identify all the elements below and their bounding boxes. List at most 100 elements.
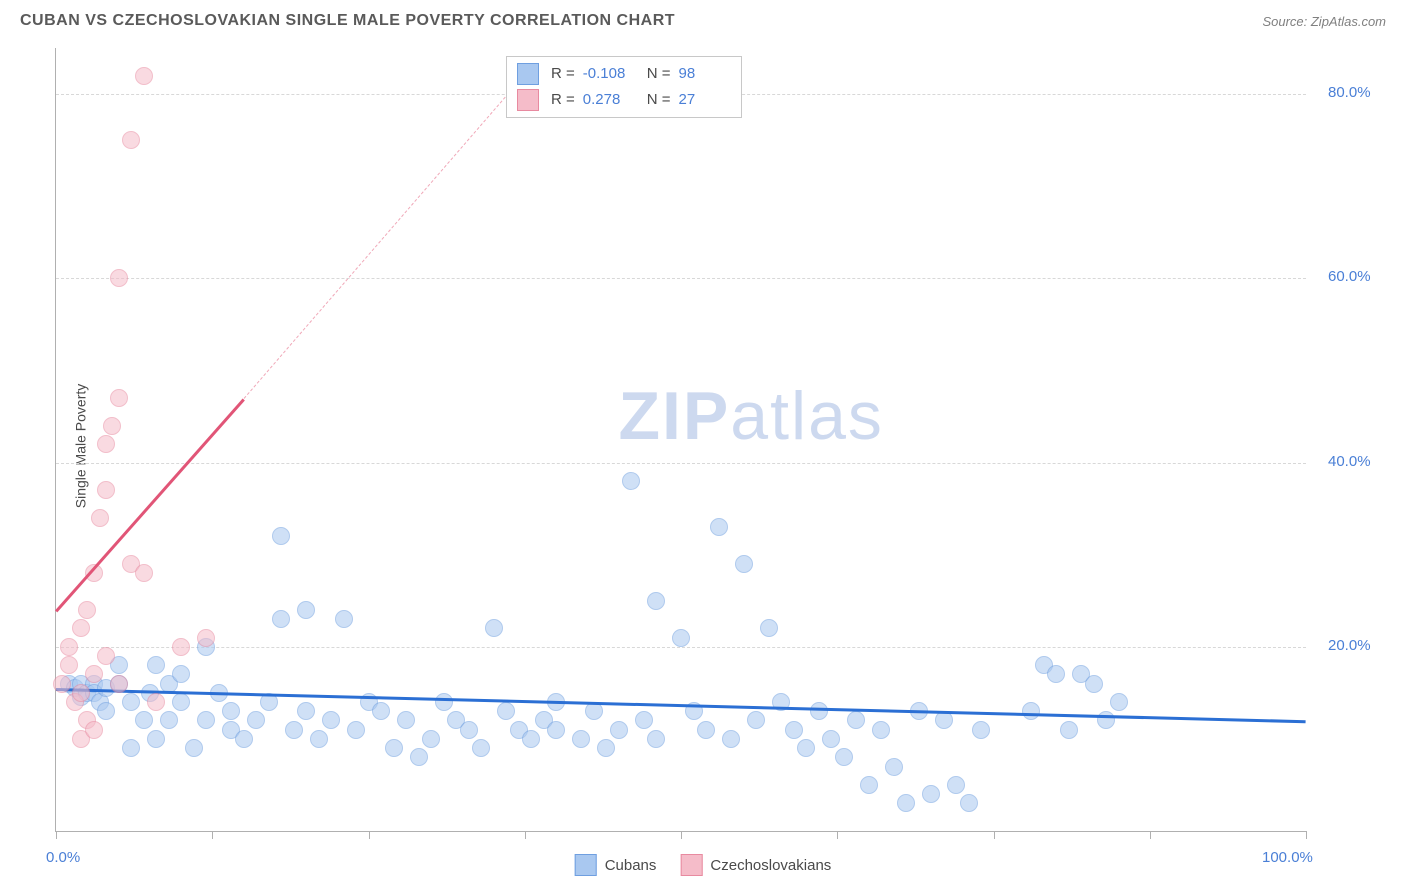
gridline — [56, 463, 1306, 464]
data-point — [972, 721, 990, 739]
x-tick — [369, 831, 370, 839]
data-point — [935, 711, 953, 729]
data-point — [960, 794, 978, 812]
data-point — [72, 619, 90, 637]
data-point — [272, 610, 290, 628]
x-tick-label: 0.0% — [46, 849, 80, 866]
data-point — [385, 739, 403, 757]
data-point — [810, 702, 828, 720]
data-point — [135, 711, 153, 729]
data-point — [410, 748, 428, 766]
data-point — [185, 739, 203, 757]
data-point — [91, 509, 109, 527]
legend-swatch-czech — [680, 854, 702, 876]
data-point — [622, 472, 640, 490]
data-point — [1022, 702, 1040, 720]
trendline — [55, 398, 244, 612]
stat-r-value: -0.108 — [583, 65, 635, 82]
data-point — [97, 702, 115, 720]
data-point — [285, 721, 303, 739]
data-point — [322, 711, 340, 729]
watermark: ZIPatlas — [619, 377, 884, 455]
legend-swatch — [517, 63, 539, 85]
data-point — [147, 656, 165, 674]
data-point — [53, 675, 71, 693]
data-point — [135, 67, 153, 85]
stat-r-value: 0.278 — [583, 91, 635, 108]
data-point — [85, 721, 103, 739]
data-point — [97, 647, 115, 665]
data-point — [135, 564, 153, 582]
data-point — [472, 739, 490, 757]
data-point — [272, 527, 290, 545]
data-point — [460, 721, 478, 739]
legend-stats: R =-0.108N =98R =0.278N =27 — [506, 56, 742, 118]
data-point — [97, 481, 115, 499]
data-point — [597, 739, 615, 757]
data-point — [497, 702, 515, 720]
data-point — [97, 435, 115, 453]
data-point — [860, 776, 878, 794]
data-point — [647, 730, 665, 748]
data-point — [585, 702, 603, 720]
data-point — [697, 721, 715, 739]
gridline — [56, 278, 1306, 279]
data-point — [78, 601, 96, 619]
data-point — [785, 721, 803, 739]
data-point — [172, 638, 190, 656]
data-point — [722, 730, 740, 748]
data-point — [847, 711, 865, 729]
data-point — [172, 693, 190, 711]
data-point — [60, 656, 78, 674]
legend-item-cubans: Cubans — [575, 854, 657, 876]
data-point — [297, 601, 315, 619]
data-point — [122, 131, 140, 149]
y-tick-label: 60.0% — [1328, 268, 1371, 285]
x-tick — [525, 831, 526, 839]
scatter-chart: 20.0%40.0%60.0%80.0%0.0%100.0%ZIPatlasR … — [55, 48, 1306, 832]
data-point — [885, 758, 903, 776]
legend-swatch-cubans — [575, 854, 597, 876]
data-point — [110, 389, 128, 407]
data-point — [435, 693, 453, 711]
data-point — [522, 730, 540, 748]
data-point — [122, 693, 140, 711]
y-tick-label: 80.0% — [1328, 84, 1371, 101]
x-tick — [994, 831, 995, 839]
data-point — [372, 702, 390, 720]
data-point — [160, 711, 178, 729]
data-point — [103, 417, 121, 435]
legend-stats-row: R =0.278N =27 — [517, 87, 731, 113]
data-point — [197, 629, 215, 647]
legend-stats-row: R = -0.108 N = 98 — [517, 61, 731, 87]
stat-r-label: R = — [551, 91, 575, 108]
stat-n-label: N = — [647, 65, 671, 82]
data-point — [872, 721, 890, 739]
data-point — [1110, 693, 1128, 711]
data-point — [572, 730, 590, 748]
data-point — [72, 684, 90, 702]
stat-r-label: R = — [551, 65, 575, 82]
data-point — [247, 711, 265, 729]
x-tick-label: 100.0% — [1262, 849, 1313, 866]
data-point — [797, 739, 815, 757]
y-tick-label: 40.0% — [1328, 453, 1371, 470]
x-tick — [56, 831, 57, 839]
x-tick — [1150, 831, 1151, 839]
data-point — [897, 794, 915, 812]
legend-label: Cubans — [605, 857, 657, 874]
data-point — [197, 711, 215, 729]
stat-n-value: 98 — [679, 65, 731, 82]
data-point — [397, 711, 415, 729]
y-tick-label: 20.0% — [1328, 637, 1371, 654]
data-point — [122, 739, 140, 757]
x-tick — [681, 831, 682, 839]
data-point — [822, 730, 840, 748]
data-point — [335, 610, 353, 628]
data-point — [947, 776, 965, 794]
source-attribution: Source: ZipAtlas.com — [1262, 14, 1386, 29]
data-point — [110, 269, 128, 287]
data-point — [635, 711, 653, 729]
data-point — [110, 675, 128, 693]
stat-n-label: N = — [647, 91, 671, 108]
